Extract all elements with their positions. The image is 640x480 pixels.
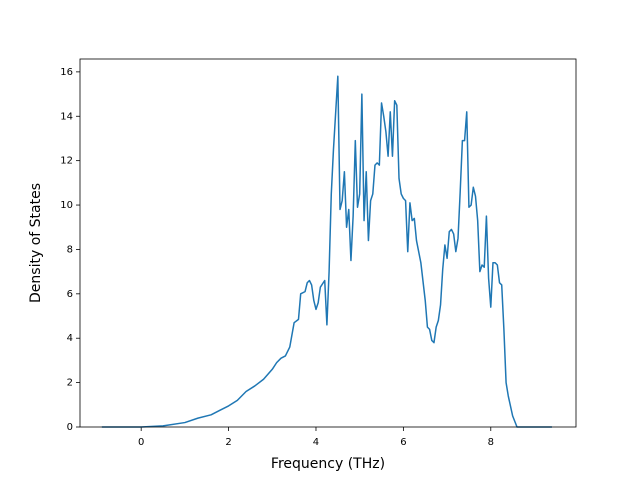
plot-frame bbox=[79, 58, 577, 428]
y-tick-label: 6 bbox=[67, 289, 73, 300]
data-line bbox=[101, 75, 552, 428]
y-tick-label: 14 bbox=[60, 111, 73, 122]
y-tick-label: 16 bbox=[60, 67, 73, 78]
y-tick-label: 2 bbox=[67, 378, 73, 389]
y-tick-label: 0 bbox=[67, 422, 73, 433]
x-axis-label: Frequency (THz) bbox=[271, 456, 385, 472]
x-tick-label: 0 bbox=[138, 437, 144, 448]
y-axis-label: Density of States bbox=[28, 183, 44, 303]
x-tick-label: 8 bbox=[488, 437, 494, 448]
x-tick-label: 4 bbox=[313, 437, 319, 448]
x-tick-label: 2 bbox=[225, 437, 231, 448]
y-tick-label: 10 bbox=[60, 200, 73, 211]
y-tick-label: 8 bbox=[67, 244, 73, 255]
y-tick-label: 12 bbox=[60, 156, 73, 167]
x-tick-label: 6 bbox=[400, 437, 406, 448]
y-tick-label: 4 bbox=[67, 333, 73, 344]
